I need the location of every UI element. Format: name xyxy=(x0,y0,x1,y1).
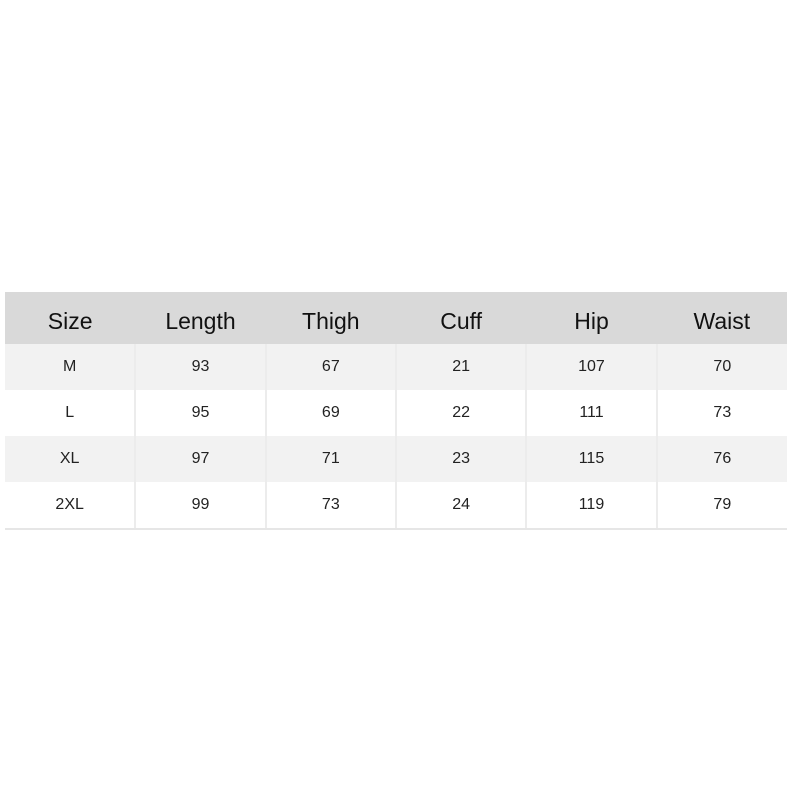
table-cell: 73 xyxy=(655,390,787,436)
size-chart-table: Size Length Thigh Cuff Hip Waist M 93 67 21… xyxy=(5,292,787,530)
table-cell: 71 xyxy=(264,436,396,482)
table-cell: 70 xyxy=(655,344,787,390)
header-cuff: Cuff xyxy=(395,292,527,344)
table-cell: 119 xyxy=(525,482,657,530)
table-cell: 99 xyxy=(134,482,266,530)
table-cell: 95 xyxy=(134,390,266,436)
table-row: XL 97 71 23 115 76 xyxy=(5,436,787,482)
table-cell: 73 xyxy=(264,482,396,530)
header-hip: Hip xyxy=(526,292,657,344)
table-row: L 95 69 22 111 73 xyxy=(5,390,787,436)
header-length: Length xyxy=(135,292,266,344)
table-cell: 24 xyxy=(394,482,527,530)
table-row: 2XL 99 73 24 119 79 xyxy=(5,482,787,530)
table-cell: 111 xyxy=(525,390,657,436)
table-cell: 107 xyxy=(525,344,657,390)
table-cell: M xyxy=(5,344,136,390)
table-cell: 23 xyxy=(394,436,527,482)
table-cell: 97 xyxy=(134,436,266,482)
table-row: M 93 67 21 107 70 xyxy=(5,344,787,390)
table-cell: 93 xyxy=(134,344,266,390)
table-cell: 76 xyxy=(655,436,787,482)
table-cell: 2XL xyxy=(5,482,136,530)
table-cell: 115 xyxy=(525,436,657,482)
table-cell: 69 xyxy=(264,390,396,436)
table-cell: L xyxy=(5,390,136,436)
header-size: Size xyxy=(5,292,136,344)
table-cell: 79 xyxy=(655,482,787,530)
table-cell: XL xyxy=(5,436,136,482)
table-cell: 21 xyxy=(394,344,527,390)
header-waist: Waist xyxy=(656,292,787,344)
table-cell: 67 xyxy=(264,344,396,390)
header-thigh: Thigh xyxy=(265,292,396,344)
header-row: Size Length Thigh Cuff Hip Waist xyxy=(5,292,787,344)
table-cell: 22 xyxy=(394,390,527,436)
